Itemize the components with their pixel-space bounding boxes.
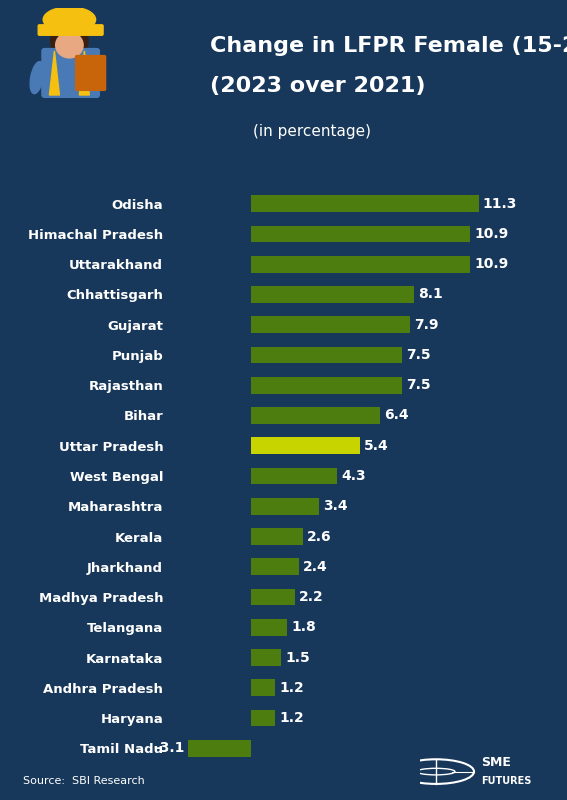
Bar <box>251 498 319 514</box>
FancyBboxPatch shape <box>38 25 103 35</box>
Text: 7.9: 7.9 <box>414 318 438 332</box>
Text: 1.2: 1.2 <box>279 711 304 725</box>
Text: 6.4: 6.4 <box>384 409 408 422</box>
Bar <box>251 710 275 726</box>
FancyBboxPatch shape <box>42 49 99 98</box>
Polygon shape <box>79 51 90 95</box>
Text: 10.9: 10.9 <box>475 257 509 271</box>
Ellipse shape <box>50 30 61 51</box>
Text: (in percentage): (in percentage) <box>253 124 371 139</box>
Text: 1.2: 1.2 <box>279 681 304 695</box>
Text: 2.4: 2.4 <box>303 560 328 574</box>
Text: SME: SME <box>481 756 511 770</box>
Ellipse shape <box>30 62 44 94</box>
Bar <box>251 619 287 636</box>
Text: 11.3: 11.3 <box>483 197 517 210</box>
Text: 2.2: 2.2 <box>299 590 324 604</box>
Bar <box>251 346 402 363</box>
Text: Source:  SBI Research: Source: SBI Research <box>23 776 145 786</box>
Text: (2023 over 2021): (2023 over 2021) <box>210 76 425 96</box>
FancyBboxPatch shape <box>75 55 105 90</box>
Bar <box>251 286 414 302</box>
Text: 5.4: 5.4 <box>363 438 388 453</box>
Text: 10.9: 10.9 <box>475 227 509 241</box>
Text: 4.3: 4.3 <box>341 469 366 483</box>
Bar <box>251 256 471 273</box>
Text: 1.5: 1.5 <box>285 650 310 665</box>
Bar <box>251 316 410 333</box>
Text: 3.4: 3.4 <box>323 499 348 514</box>
Ellipse shape <box>78 30 88 51</box>
Bar <box>251 589 295 606</box>
Bar <box>251 558 299 575</box>
Text: 1.8: 1.8 <box>291 620 316 634</box>
Ellipse shape <box>56 32 83 58</box>
Ellipse shape <box>43 7 96 32</box>
Text: 7.5: 7.5 <box>406 378 430 392</box>
Text: 7.5: 7.5 <box>406 348 430 362</box>
Bar <box>251 650 281 666</box>
Bar <box>251 407 380 424</box>
Bar <box>251 528 303 545</box>
Text: FUTURES: FUTURES <box>481 776 531 786</box>
Bar <box>251 438 359 454</box>
Bar <box>251 377 402 394</box>
Polygon shape <box>49 51 60 95</box>
Bar <box>188 740 251 757</box>
Bar <box>251 679 275 696</box>
Text: 8.1: 8.1 <box>418 287 443 302</box>
Text: Change in LFPR Female (15-29): Change in LFPR Female (15-29) <box>210 36 567 56</box>
Ellipse shape <box>85 59 99 91</box>
Text: 2.6: 2.6 <box>307 530 332 543</box>
Bar <box>251 468 337 484</box>
Text: -3.1: -3.1 <box>154 742 184 755</box>
Bar <box>251 195 479 212</box>
Bar <box>251 226 471 242</box>
